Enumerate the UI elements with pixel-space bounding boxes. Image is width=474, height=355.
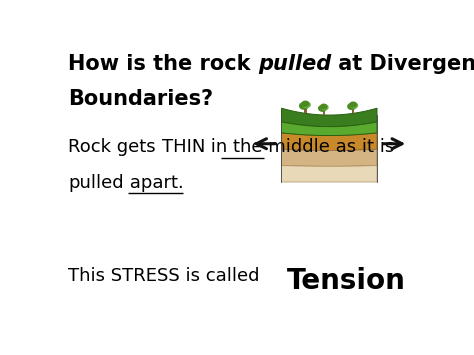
Circle shape bbox=[300, 103, 308, 109]
Bar bbox=[352, 108, 355, 113]
Polygon shape bbox=[282, 165, 377, 182]
Circle shape bbox=[303, 102, 310, 108]
Polygon shape bbox=[282, 149, 377, 166]
Polygon shape bbox=[282, 108, 377, 127]
Circle shape bbox=[350, 102, 356, 107]
Text: How is the rock: How is the rock bbox=[68, 54, 258, 73]
Text: Boundaries?: Boundaries? bbox=[68, 89, 214, 109]
Circle shape bbox=[321, 104, 327, 109]
Circle shape bbox=[348, 104, 356, 109]
Polygon shape bbox=[282, 133, 377, 151]
Text: apart.: apart. bbox=[124, 174, 184, 192]
Bar bbox=[323, 110, 325, 115]
Text: This STRESS is called: This STRESS is called bbox=[68, 267, 260, 285]
Polygon shape bbox=[282, 122, 377, 136]
Text: at Divergent: at Divergent bbox=[331, 54, 474, 73]
Text: in the middle as it is: in the middle as it is bbox=[205, 138, 394, 156]
Text: pulled: pulled bbox=[258, 54, 331, 73]
Text: THIN: THIN bbox=[162, 138, 205, 156]
Bar bbox=[304, 108, 307, 113]
Circle shape bbox=[319, 105, 326, 111]
Circle shape bbox=[351, 103, 357, 108]
Text: Tension: Tension bbox=[287, 267, 406, 295]
Circle shape bbox=[302, 101, 309, 106]
Circle shape bbox=[321, 105, 328, 110]
Text: pulled: pulled bbox=[68, 174, 124, 192]
Text: Rock gets: Rock gets bbox=[68, 138, 162, 156]
